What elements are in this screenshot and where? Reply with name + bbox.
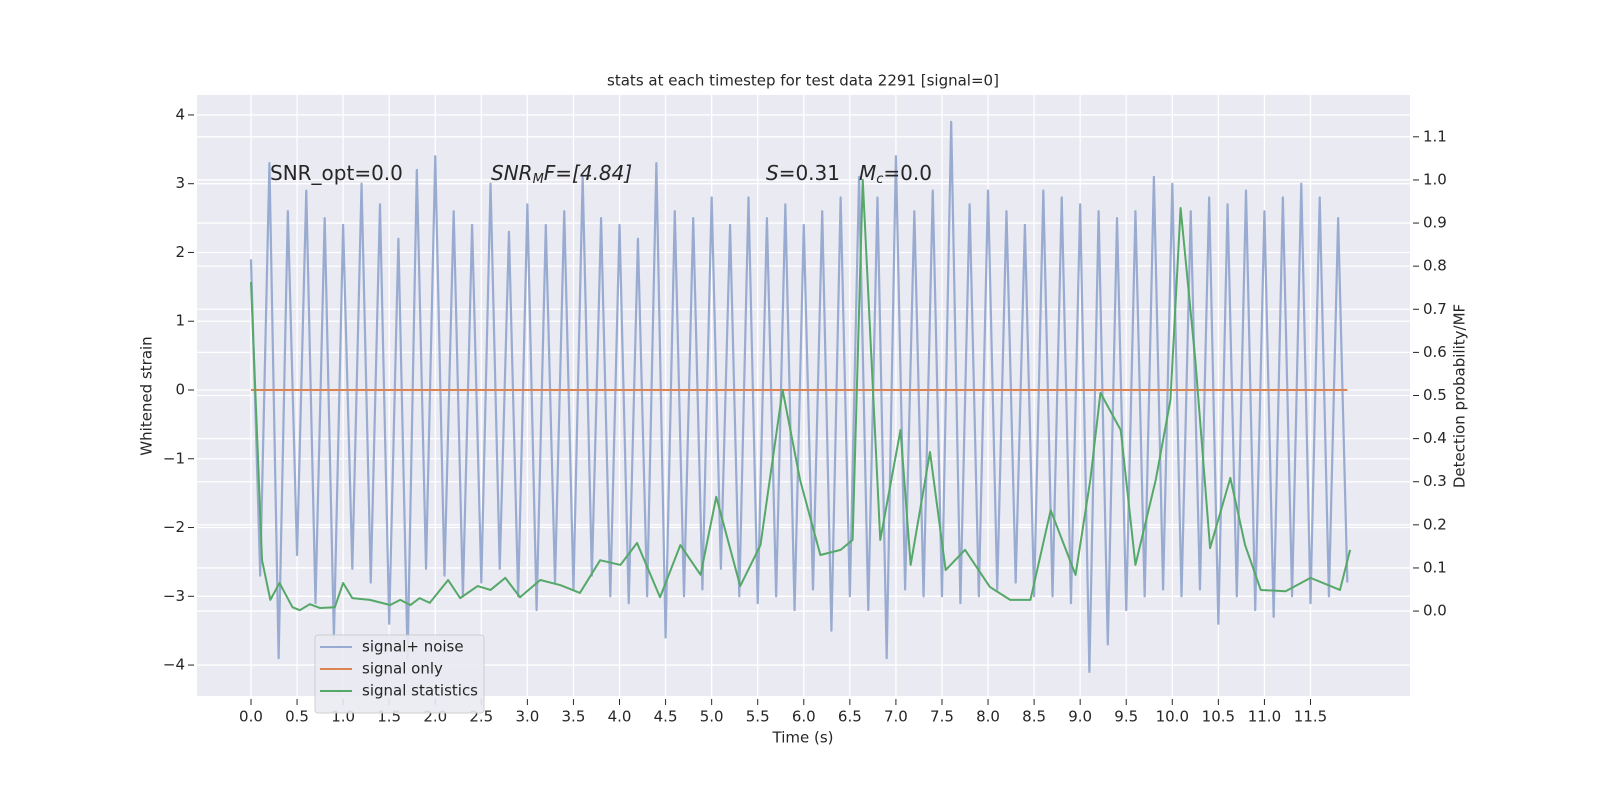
y2-tick-label: 0.4 — [1423, 429, 1447, 447]
x-tick-label: 3.5 — [562, 708, 586, 726]
x-tick-label: 7.5 — [930, 708, 954, 726]
y-tick-label: 3 — [175, 174, 185, 192]
y-tick-label: 4 — [175, 105, 185, 123]
y2-tick-label: 0.3 — [1423, 472, 1447, 490]
annotation: SNR_opt=0.0 — [270, 161, 403, 185]
y-tick-label: −4 — [163, 656, 185, 674]
x-tick-label: 9.5 — [1114, 708, 1138, 726]
chart-title: stats at each timestep for test data 229… — [607, 72, 999, 90]
annotation-part: c — [876, 172, 883, 187]
annotation-part: =0.0 — [883, 161, 932, 185]
x-tick-label: 6.5 — [838, 708, 862, 726]
series-line — [249, 178, 1352, 612]
annotation-part: SNR_opt=0.0 — [270, 161, 403, 185]
y-tick-label: 2 — [175, 243, 185, 261]
y-tick-label: 1 — [175, 312, 185, 330]
x-tick-label: 11.5 — [1294, 708, 1327, 726]
legend-box — [314, 634, 485, 714]
x-tick-label: 4.0 — [608, 708, 632, 726]
y2-tick-label: 1.1 — [1423, 127, 1447, 145]
annotation-part: M — [533, 172, 544, 187]
x-tick-label: 9.0 — [1068, 708, 1092, 726]
y2-tick-label: 0.2 — [1423, 515, 1447, 533]
y2-tick-label: 0.7 — [1423, 300, 1447, 318]
annotation-part: SNR — [491, 161, 533, 185]
x-tick-label: 0.0 — [239, 708, 263, 726]
legend-label: signal only — [362, 660, 443, 678]
x-tick-label: 8.0 — [976, 708, 1000, 726]
y2-tick-label: 0.1 — [1423, 558, 1447, 576]
y-tick-label: −3 — [163, 587, 185, 605]
legend-label: signal+ noise — [362, 638, 464, 656]
x-tick-label: 4.5 — [654, 708, 678, 726]
x-tick-label: 10.0 — [1156, 708, 1189, 726]
y2-tick-label: 0.5 — [1423, 386, 1447, 404]
x-tick-label: 6.0 — [792, 708, 816, 726]
x-tick-label: 5.5 — [746, 708, 770, 726]
y2-tick-label: 0.6 — [1423, 343, 1447, 361]
x-tick-label: 3.0 — [515, 708, 539, 726]
y-tick-label: −2 — [163, 518, 185, 536]
x-tick-label: 7.0 — [884, 708, 908, 726]
y-axis-label: Whitened strain — [138, 336, 156, 455]
annotation: SNRMF=[4.84] — [491, 161, 632, 187]
annotation-part: M — [859, 161, 876, 185]
x-tick-label: 5.0 — [700, 708, 724, 726]
series-line — [249, 120, 1349, 674]
x-tick-label: 8.5 — [1022, 708, 1046, 726]
y2-tick-label: 0.0 — [1423, 602, 1447, 620]
legend-label: signal statistics — [362, 682, 478, 700]
annotation-part: S — [766, 161, 779, 185]
y-tick-label: −1 — [163, 449, 185, 467]
y2-tick-label: 0.9 — [1423, 214, 1447, 232]
y2-tick-label: 0.8 — [1423, 257, 1447, 275]
x-tick-label: 11.0 — [1248, 708, 1281, 726]
annotation-part: =0.31 — [779, 161, 840, 185]
x-tick-label: 0.5 — [285, 708, 309, 726]
annotation: Mc=0.0 — [859, 161, 932, 187]
annotation-part: F=[4.84] — [544, 161, 632, 185]
y2-tick-label: 1.0 — [1423, 170, 1447, 188]
annotation: S=0.31 — [766, 161, 840, 185]
y2-axis-label: Detection probability/MF — [1451, 304, 1469, 488]
x-axis-label: Time (s) — [772, 729, 834, 747]
x-tick-label: 10.5 — [1202, 708, 1235, 726]
y-tick-label: 0 — [175, 380, 185, 398]
